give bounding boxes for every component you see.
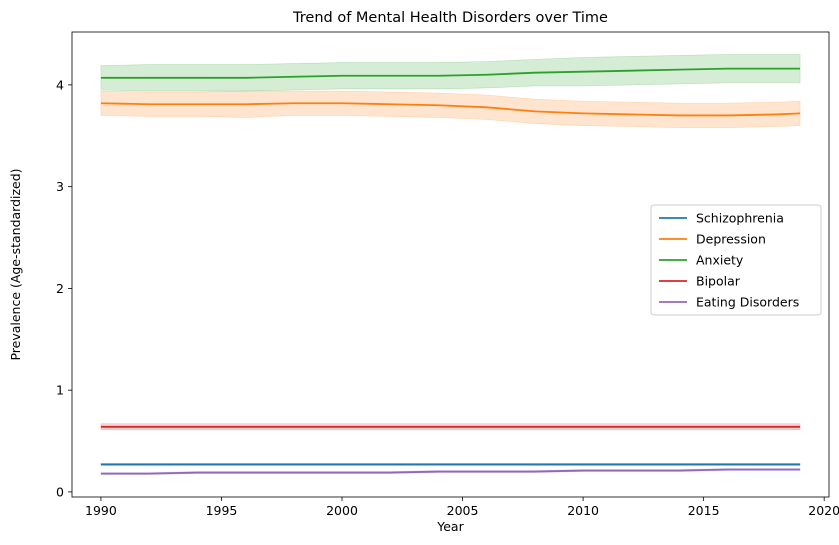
- series-line-anxiety: [100, 67, 801, 79]
- y-axis: 0 1 2 3 4: [56, 77, 72, 499]
- x-tick-label: 2000: [326, 503, 358, 518]
- x-axis-label: Year: [436, 519, 464, 534]
- x-axis: 1990 1995 2000 2005 2010 2015 2020: [85, 497, 839, 518]
- x-tick-label: 2005: [447, 503, 479, 518]
- legend-label-depression: Depression: [696, 232, 766, 247]
- legend-label-bipolar: Bipolar: [696, 274, 741, 289]
- y-tick-label: 0: [56, 484, 64, 499]
- x-tick-label: 2020: [808, 503, 839, 518]
- y-tick-label: 3: [56, 179, 64, 194]
- x-tick-label: 1995: [206, 503, 238, 518]
- series-lines: [100, 67, 801, 475]
- legend-label-eating-disorders: Eating Disorders: [696, 295, 799, 310]
- y-tick-label: 1: [56, 383, 64, 398]
- legend-label-anxiety: Anxiety: [696, 253, 744, 268]
- y-tick-label: 4: [56, 77, 64, 92]
- band-depression: [100, 90, 801, 128]
- plot-area-frame: [71, 31, 830, 498]
- x-tick-label: 1990: [85, 503, 117, 518]
- series-line-eating-disorders: [100, 468, 801, 475]
- chart-title: Trend of Mental Health Disorders over Ti…: [292, 10, 608, 26]
- series-line-depression: [100, 102, 801, 117]
- legend-label-schizophrenia: Schizophrenia: [696, 211, 784, 226]
- legend-box: [650, 204, 822, 316]
- legend: Schizophrenia Depression Anxiety Bipolar Eat…: [650, 204, 822, 316]
- x-tick-label: 2015: [688, 503, 720, 518]
- x-tick-label: 2010: [567, 503, 599, 518]
- y-axis-label: Prevalence (Age-standardized): [8, 168, 23, 360]
- band-anxiety: [100, 54, 801, 92]
- y-tick-label: 2: [56, 281, 64, 296]
